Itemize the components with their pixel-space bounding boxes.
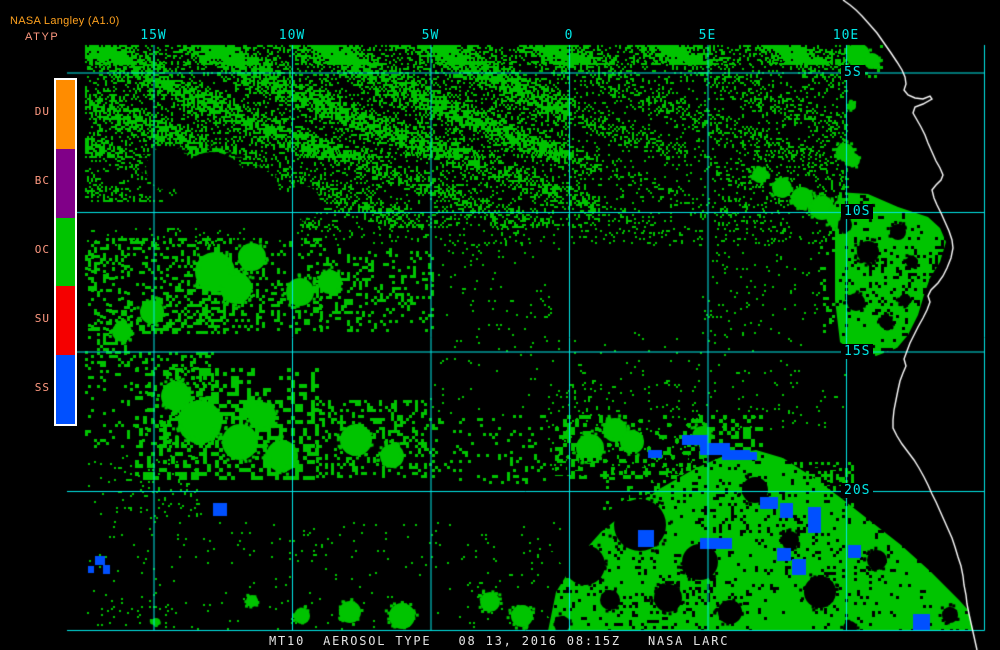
lon-label-0: 0 <box>564 28 574 43</box>
lon-label-5w: 5W <box>421 28 440 43</box>
lon-label-10w: 10W <box>278 28 306 43</box>
lat-label-5s: 5S <box>841 64 865 80</box>
lon-label-10e: 10E <box>832 28 860 43</box>
legend-label-du: DU <box>34 105 50 119</box>
legend-label-oc: OC <box>34 243 50 256</box>
legend-label-ss: SS <box>34 380 50 394</box>
caption-text: MT10 AEROSOL TYPE 08 13, 2016 08:15Z NAS… <box>269 634 730 648</box>
lon-label-15w: 15W <box>140 28 167 43</box>
legend-label-bc: BC <box>34 174 50 188</box>
legend-swatch-su <box>56 286 75 356</box>
lat-label-20s: 20S <box>841 483 874 498</box>
lat-label-10s: 10S <box>841 204 874 219</box>
legend-color-bar <box>54 78 77 426</box>
lon-label-5e: 5E <box>698 28 717 43</box>
legend-swatch-du <box>56 80 75 149</box>
legend-swatch-ss <box>56 355 75 424</box>
product-type-label: ATYP <box>25 31 60 43</box>
legend-swatch-bc <box>56 148 75 218</box>
legend-swatch-oc <box>56 217 75 287</box>
legend-label-su: SU <box>34 311 50 325</box>
page-title: NASA Langley (A1.0) <box>10 15 120 27</box>
lat-label-15s: 15S <box>841 343 874 359</box>
